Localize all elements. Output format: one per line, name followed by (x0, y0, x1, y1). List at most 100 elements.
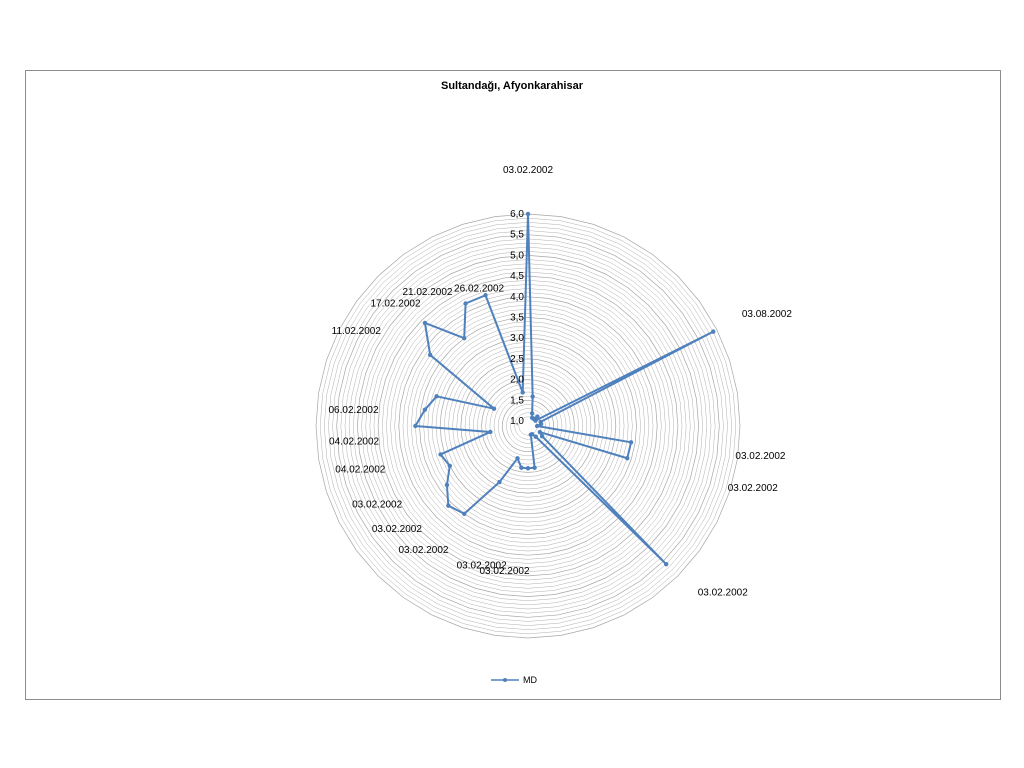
series-md (413, 211, 716, 567)
grid-ring (340, 238, 716, 614)
radar-grid (315, 213, 741, 639)
grid-ring (348, 246, 708, 606)
data-point (422, 320, 428, 326)
data-point (519, 465, 524, 470)
data-point (711, 329, 716, 334)
data-point (525, 466, 531, 471)
grid-ring (431, 329, 625, 523)
grid-ring (357, 255, 699, 597)
data-point (483, 293, 488, 298)
data-point (625, 456, 630, 461)
grid-ring (477, 375, 579, 477)
grid-ring (410, 308, 646, 544)
grid-ring (361, 259, 695, 593)
grid-ring (439, 337, 617, 515)
data-point (444, 482, 450, 488)
grid-ring (394, 292, 662, 560)
grid-ring (390, 288, 666, 564)
grid-ring (423, 321, 633, 531)
data-point (534, 423, 540, 429)
grid-ring (398, 296, 658, 556)
grid-ring (468, 366, 588, 486)
grid-ring (369, 267, 687, 585)
grid-ring (336, 234, 720, 618)
category-label: 03.08.2002 (742, 309, 792, 320)
data-point (462, 511, 467, 516)
data-point (491, 406, 497, 411)
data-point (539, 434, 545, 439)
data-point (535, 414, 540, 419)
radial-tick-label: 1,5 (510, 395, 524, 406)
category-label: 03.02.2002 (352, 500, 402, 511)
grid-ring (493, 391, 563, 461)
grid-ring (319, 217, 737, 635)
category-label: 11.02.2002 (332, 326, 382, 337)
category-label: 03.02.2002 (398, 545, 448, 556)
grid-ring (427, 325, 629, 527)
category-label: 03.02.2002 (728, 483, 778, 494)
radial-tick-label: 1,0 (510, 416, 524, 427)
data-point (515, 456, 520, 461)
radial-tick-label: 4,0 (510, 292, 524, 303)
data-point (532, 465, 537, 470)
data-point (538, 421, 544, 427)
grid-ring (489, 387, 567, 465)
data-point (528, 432, 534, 437)
data-point (497, 479, 502, 485)
grid-ring (328, 226, 728, 626)
data-point (533, 434, 539, 439)
data-point (530, 394, 535, 399)
radial-tick-label: 2,5 (510, 354, 524, 365)
grid-ring (452, 350, 604, 502)
data-point (520, 390, 525, 395)
radial-axis-ticks: 1,0 1,5 2,0 2,5 3,0 3,5 4,0 4,5 5,0 5,5 6,0 (510, 209, 524, 427)
grid-ring (435, 333, 621, 519)
grid-ring (386, 284, 670, 568)
grid-ring (444, 342, 612, 510)
category-label: 26.02.2002 (454, 284, 504, 295)
grid-ring (460, 358, 596, 494)
data-point (446, 503, 451, 508)
grid-ring (448, 346, 608, 506)
category-label: 03.02.2002 (457, 561, 507, 572)
data-point (447, 463, 452, 469)
data-point (434, 394, 439, 399)
grid-ring (485, 383, 571, 469)
category-label: 03.02.2002 (480, 566, 530, 577)
data-point (438, 452, 443, 457)
grid-ring (419, 317, 637, 535)
grid-ring (324, 222, 732, 630)
legend-marker-icon (491, 678, 519, 682)
category-label: 06.02.2002 (329, 405, 379, 416)
grid-ring (415, 313, 641, 539)
radial-tick-label: 6,0 (510, 209, 524, 220)
category-label: 03.02.2002 (735, 451, 785, 462)
chart-area (25, 70, 1001, 700)
grid-ring (377, 275, 679, 577)
legend-entry-label: MD (523, 675, 537, 685)
category-label: 03.02.2002 (503, 165, 553, 176)
grid-ring (373, 271, 683, 581)
data-point (537, 429, 543, 435)
grid-ring (353, 251, 703, 601)
data-point (628, 440, 634, 445)
grid-ring (456, 354, 600, 498)
data-point (422, 407, 428, 412)
category-label: 03.02.2002 (698, 588, 748, 599)
legend: MD (490, 675, 537, 685)
data-point (525, 211, 531, 217)
radial-tick-label: 3,5 (510, 313, 524, 324)
category-label: 04.02.2002 (329, 436, 379, 447)
category-label: 04.02.2002 (335, 464, 385, 475)
grid-ring (464, 362, 592, 490)
category-label: 17.02.2002 (370, 299, 420, 310)
data-point (663, 561, 669, 567)
radial-tick-label: 5,0 (510, 250, 524, 261)
radial-tick-label: 4,5 (510, 271, 524, 282)
grid-ring (382, 280, 674, 572)
data-point (462, 336, 467, 341)
grid-ring (332, 230, 724, 622)
radial-tick-label: 2,0 (510, 375, 524, 386)
grid-ring (344, 242, 712, 610)
